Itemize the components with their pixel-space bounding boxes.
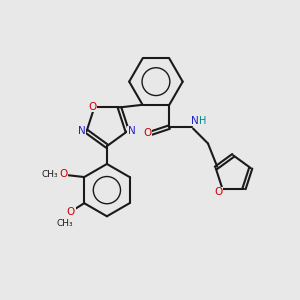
Text: O: O <box>67 206 75 217</box>
Text: CH₃: CH₃ <box>56 219 73 228</box>
Text: O: O <box>89 101 97 112</box>
Text: H: H <box>199 116 207 126</box>
Text: O: O <box>59 169 68 179</box>
Text: O: O <box>215 187 223 197</box>
Text: CH₃: CH₃ <box>41 169 58 178</box>
Text: N: N <box>78 126 86 136</box>
Text: N: N <box>191 116 199 126</box>
Text: N: N <box>128 126 136 136</box>
Text: O: O <box>143 128 152 138</box>
